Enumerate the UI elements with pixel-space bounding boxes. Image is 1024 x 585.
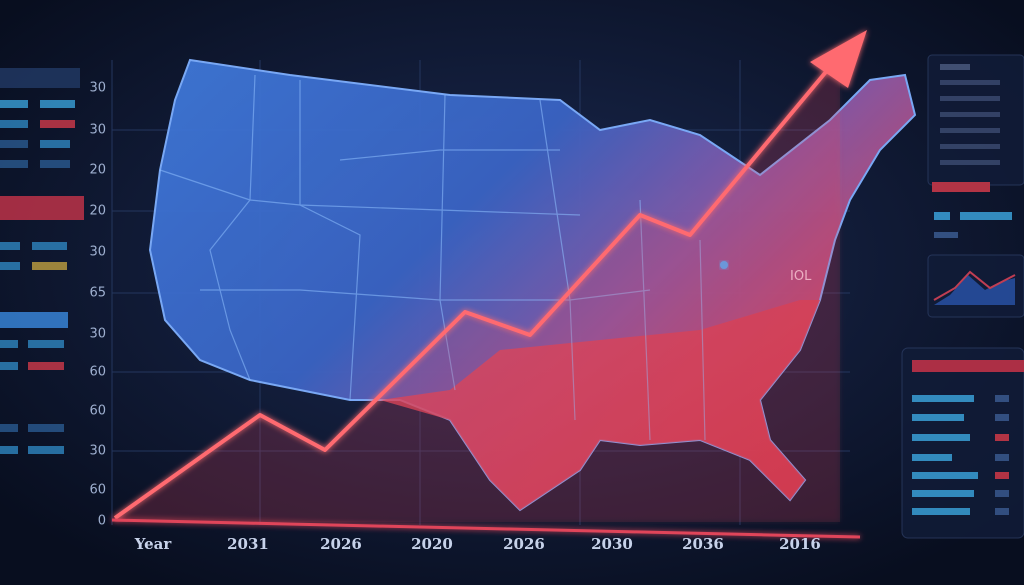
y-label: 60	[89, 404, 106, 419]
y-label: 60	[89, 483, 106, 498]
x-label: 2026	[320, 535, 362, 553]
y-label: 30	[89, 123, 106, 138]
x-label: 2020	[411, 535, 453, 553]
x-label: 2016	[779, 535, 821, 553]
y-label: 30	[89, 444, 106, 459]
y-label: 20	[89, 163, 106, 178]
x-label: Year	[134, 535, 173, 553]
right-panel	[901, 54, 1024, 539]
y-label: 30	[89, 327, 106, 342]
x-label: 2036	[682, 535, 724, 553]
left-panel	[0, 68, 84, 454]
y-label: 65	[89, 286, 106, 301]
x-axis-labels: Year 2031 2026 2020 2026 2030 2036 2016	[134, 535, 821, 553]
x-label: 2030	[591, 535, 633, 553]
x-label: 2031	[227, 535, 269, 553]
trend-arrow	[111, 30, 867, 539]
y-label: 30	[89, 81, 106, 96]
y-label: 20	[89, 204, 106, 219]
y-axis-labels: 30 30 20 20 30 65 30 60 60 30 60 0	[89, 81, 106, 529]
y-label: 60	[89, 365, 106, 380]
y-label: 0	[98, 514, 106, 529]
x-label: 2026	[503, 535, 545, 553]
y-label: 30	[89, 245, 106, 260]
